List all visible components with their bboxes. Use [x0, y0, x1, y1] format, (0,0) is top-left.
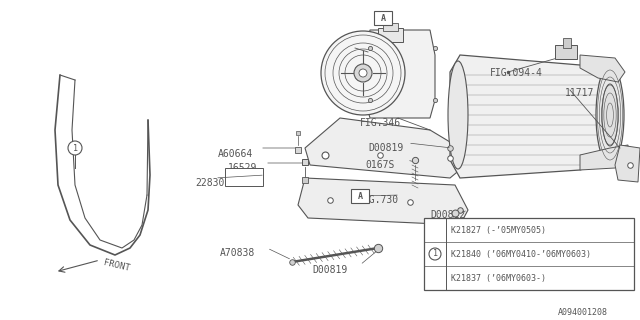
Bar [225, 168, 263, 186]
Text: A094001208: A094001208 [558, 308, 608, 317]
Circle shape [354, 64, 372, 82]
Polygon shape [298, 178, 468, 225]
Bar [383, 23, 398, 31]
Ellipse shape [602, 84, 618, 146]
Polygon shape [615, 145, 640, 182]
Bar [424, 218, 634, 290]
Ellipse shape [448, 61, 468, 169]
Text: FIG.348: FIG.348 [333, 52, 374, 62]
Text: FIG.094-4: FIG.094-4 [490, 68, 543, 78]
Circle shape [359, 69, 367, 77]
Text: K21840 (’06MY0410-’06MY0603): K21840 (’06MY0410-’06MY0603) [451, 250, 591, 259]
Text: D00819: D00819 [312, 265, 348, 275]
Text: 1: 1 [72, 143, 77, 153]
Text: A70838: A70838 [220, 248, 255, 258]
Text: A: A [381, 13, 385, 22]
Text: 0167S: 0167S [365, 160, 394, 170]
Text: K21827 (-’05MY0505): K21827 (-’05MY0505) [451, 226, 546, 235]
Ellipse shape [596, 65, 624, 165]
Text: 16529: 16529 [228, 163, 257, 173]
Text: K21837 (’06MY0603-): K21837 (’06MY0603-) [451, 274, 546, 283]
Text: A60664: A60664 [218, 149, 253, 159]
Text: FRONT: FRONT [103, 258, 131, 273]
Polygon shape [305, 118, 462, 178]
Polygon shape [450, 55, 612, 178]
Polygon shape [580, 55, 625, 82]
Text: D00812: D00812 [430, 210, 465, 220]
Circle shape [429, 248, 441, 260]
Circle shape [321, 31, 405, 115]
Text: A: A [358, 191, 362, 201]
Text: D00819: D00819 [368, 143, 403, 153]
Text: FIG.730: FIG.730 [358, 195, 399, 205]
Circle shape [68, 141, 82, 155]
Bar [374, 11, 392, 25]
Text: 22830: 22830 [195, 178, 225, 188]
Bar [555, 45, 577, 59]
Text: 11717: 11717 [565, 88, 595, 98]
Bar [563, 38, 571, 48]
Bar [378, 28, 403, 42]
Text: 1: 1 [433, 250, 438, 259]
Bar [351, 189, 369, 203]
Text: FIG.346: FIG.346 [360, 118, 401, 128]
Polygon shape [365, 30, 435, 118]
Polygon shape [580, 145, 628, 170]
